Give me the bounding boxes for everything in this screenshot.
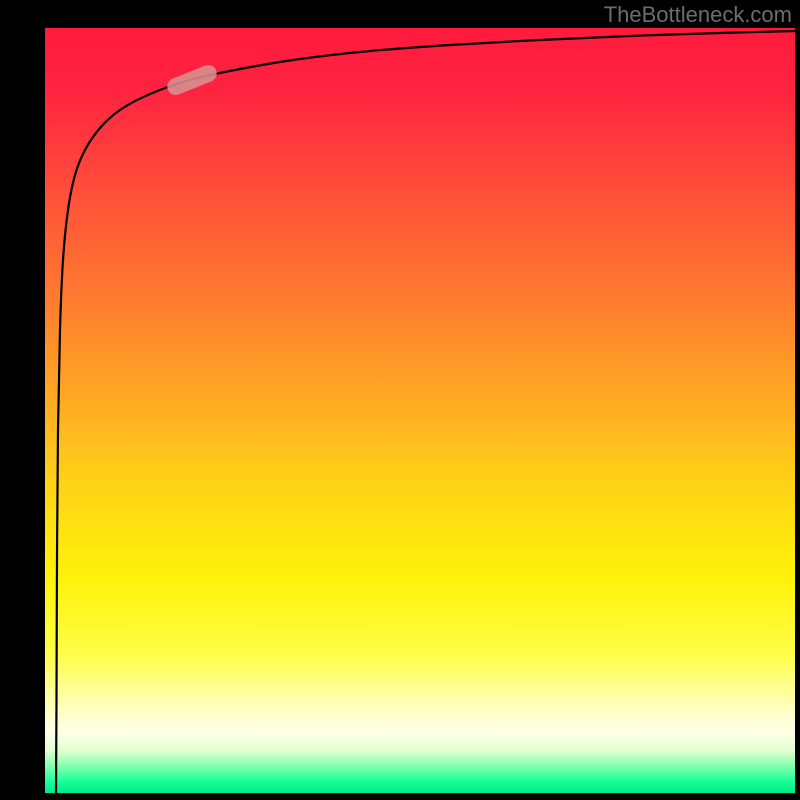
- chart-container: { "watermark": { "text": "TheBottleneck.…: [0, 0, 800, 800]
- chart-svg: [0, 0, 800, 800]
- watermark-text: TheBottleneck.com: [604, 2, 792, 28]
- chart-plot-area: [45, 28, 795, 793]
